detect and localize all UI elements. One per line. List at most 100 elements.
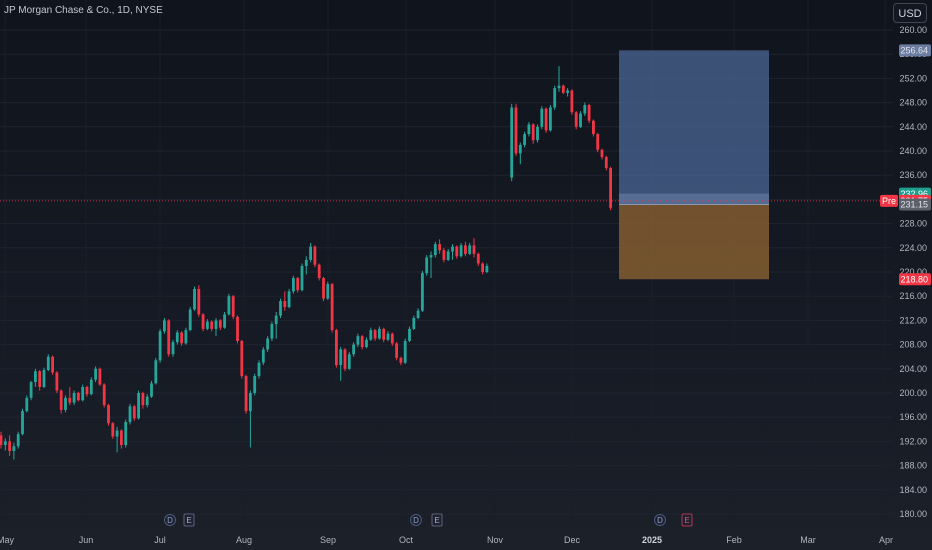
earnings-marker-icon[interactable]: E [431, 513, 443, 527]
candle-body [124, 422, 128, 446]
candle-body [292, 278, 295, 292]
candle-body [266, 338, 269, 350]
candle-body [369, 330, 373, 340]
candle-body [89, 379, 93, 395]
candle-body [261, 349, 265, 363]
candle-body [442, 250, 446, 260]
candle-body [570, 90, 574, 113]
candle-body [197, 288, 201, 315]
candle-body [481, 263, 484, 272]
candle-body [433, 244, 437, 256]
earnings-marker-icon[interactable]: E [183, 513, 195, 527]
price-tick-label: 192.00 [899, 436, 927, 446]
candle-body [94, 368, 97, 380]
marker-shape [681, 513, 693, 527]
currency-button[interactable]: USD [893, 3, 927, 23]
candle-body [540, 108, 544, 127]
candles [0, 66, 612, 460]
candle-body [34, 371, 37, 383]
candle-body [412, 317, 416, 329]
candle-body [141, 393, 145, 406]
long-position-tool[interactable] [619, 50, 769, 280]
price-tag-bg [899, 273, 931, 286]
candle-body [464, 245, 467, 254]
candle-body [115, 430, 119, 437]
candle-body [596, 134, 600, 150]
candle-body [468, 245, 472, 254]
candle-body [416, 310, 420, 318]
time-axis[interactable]: May Jun Jul Aug Sep Oct Nov Dec 2025 Feb Mar Apr [0, 535, 893, 545]
price-tag-stop: 218.80 [899, 273, 931, 286]
candle-body [223, 314, 226, 328]
dividend-marker-icon[interactable]: D [164, 514, 176, 526]
candle-body [85, 386, 89, 395]
price-axis[interactable]: 260.00256.00252.00248.00244.00240.00236.… [899, 25, 927, 519]
candle-body [274, 315, 278, 325]
candle-body [600, 149, 604, 158]
candle-body [317, 264, 321, 279]
candle-body [184, 330, 188, 344]
candle-body [236, 316, 239, 341]
price-tick-label: 244.00 [899, 122, 927, 132]
dividend-marker-icon[interactable]: D [410, 514, 422, 526]
time-tick-label: Feb [726, 535, 742, 545]
price-tick-label: 240.00 [899, 146, 927, 156]
candle-body [163, 320, 166, 332]
candle-body [429, 255, 433, 258]
candle-body [244, 376, 248, 412]
candle-body [330, 284, 334, 331]
candle-body [421, 273, 424, 311]
candle-body [455, 246, 459, 257]
price-tag-value: 218.80 [900, 274, 928, 284]
price-tag-value: 232.96 [900, 189, 928, 199]
candle-body [188, 309, 192, 331]
dividend-marker-icon[interactable]: D [654, 514, 666, 526]
gridlines [0, 0, 893, 527]
candle-body [25, 397, 29, 412]
price-tick-label: 220.00 [899, 267, 927, 277]
candle-body [29, 382, 33, 398]
candle-body [425, 257, 429, 274]
time-tick-label: Apr [879, 535, 893, 545]
price-tick-label: 196.00 [899, 412, 927, 422]
candle-body [167, 320, 171, 355]
candle-body [304, 259, 308, 266]
candle-body [132, 406, 136, 419]
candle-body [523, 134, 526, 145]
candle-body [283, 301, 287, 308]
candle-body [3, 441, 7, 446]
candle-body [210, 321, 214, 329]
candle-body [296, 278, 300, 291]
marker-shape [183, 513, 195, 527]
marker-letter: D [413, 516, 419, 525]
candle-body [326, 284, 330, 299]
candle-body [64, 397, 67, 410]
candle-body [557, 85, 561, 89]
price-tick-label: 260.00 [899, 25, 927, 35]
price-tick-label: 216.00 [899, 291, 927, 301]
candle-body [193, 288, 196, 310]
candle-body [352, 344, 355, 355]
profit-zone[interactable] [619, 50, 769, 205]
candle-body [514, 107, 518, 154]
candle-body [561, 85, 565, 93]
candle-body [231, 296, 235, 317]
candle-body [335, 330, 338, 366]
candle-body [518, 144, 522, 154]
candle-body [253, 376, 257, 393]
candle-body [158, 331, 162, 361]
candle-body [566, 90, 569, 93]
candle-body [592, 120, 595, 135]
time-tick-label: Oct [399, 535, 414, 545]
candle-body [175, 332, 179, 343]
candle-body [399, 357, 403, 363]
candle-body [12, 446, 16, 452]
candle-body [386, 333, 390, 340]
earnings-marker-icon[interactable]: E [681, 513, 693, 527]
candle-body [609, 167, 612, 208]
loss-zone[interactable] [619, 204, 769, 280]
candle-body [77, 393, 80, 401]
candle-body [309, 246, 312, 260]
